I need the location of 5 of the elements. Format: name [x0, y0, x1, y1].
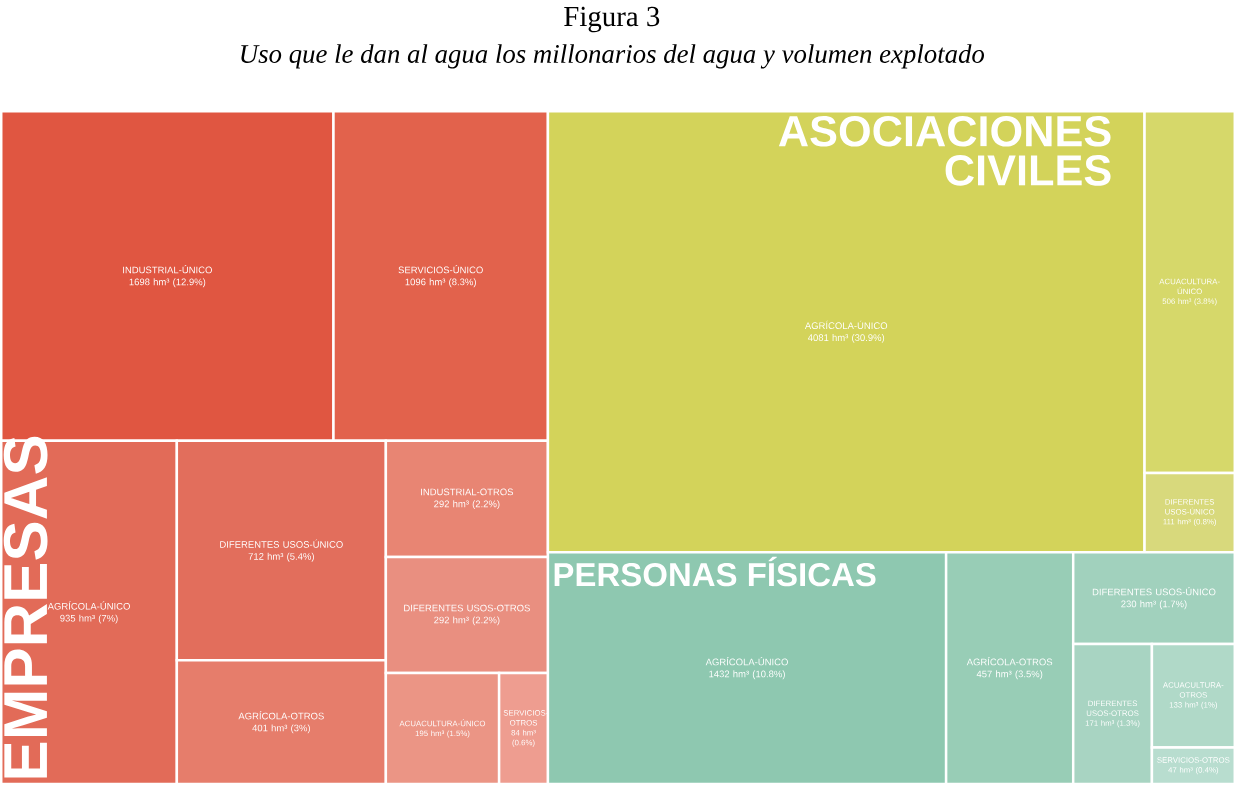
series-label: PERSONAS FÍSICAS	[554, 557, 876, 587]
text: Uso que le dan al agua los millonarios del agua y volumen explotado	[241, 44, 985, 69]
series-label: ASOCIACIONES CIVILES	[778, 116, 1111, 187]
series-label: EMPRESAS	[3, 437, 48, 778]
text: Figura 3	[564, 7, 660, 33]
